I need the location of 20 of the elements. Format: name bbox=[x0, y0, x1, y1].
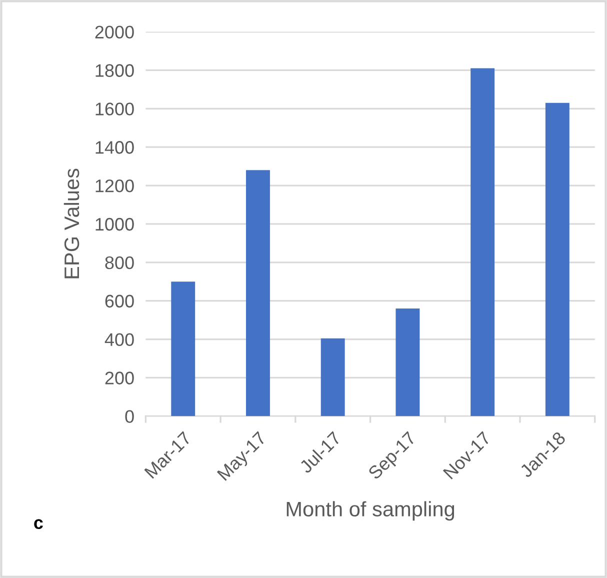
y-tick-label: 800 bbox=[105, 256, 134, 270]
y-tick-label: 0 bbox=[125, 410, 134, 423]
y-tick-label: 1600 bbox=[96, 102, 134, 116]
y-tick-label: 1800 bbox=[96, 64, 134, 77]
y-tick-label: 1200 bbox=[96, 179, 134, 192]
y-tick-label: 200 bbox=[105, 372, 134, 384]
bar bbox=[171, 282, 196, 416]
x-axis-title: Month of sampling bbox=[286, 501, 454, 521]
y-tick-label: 400 bbox=[104, 333, 134, 346]
bar bbox=[246, 170, 270, 416]
y-tick-label: 2000 bbox=[95, 26, 134, 39]
bar bbox=[545, 102, 570, 416]
bar bbox=[320, 338, 345, 416]
y-axis-title: EPG Values bbox=[64, 168, 80, 278]
bar bbox=[470, 68, 495, 416]
y-tick-label: 1000 bbox=[96, 218, 134, 231]
bar bbox=[396, 308, 420, 416]
y-tick-label: 600 bbox=[105, 294, 134, 308]
text: c bbox=[34, 519, 43, 530]
y-tick-label: 1400 bbox=[96, 141, 134, 154]
